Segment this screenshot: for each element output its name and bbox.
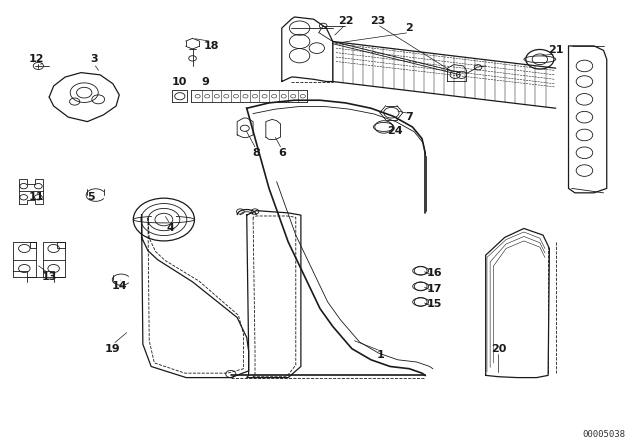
Text: 12: 12 [29, 54, 44, 64]
Text: 15: 15 [427, 299, 442, 309]
Text: 24: 24 [387, 125, 403, 135]
Text: 16: 16 [427, 268, 442, 278]
Text: 11: 11 [29, 192, 44, 202]
Text: 22: 22 [338, 17, 353, 26]
Text: 19: 19 [105, 344, 121, 353]
Text: 23: 23 [370, 17, 385, 26]
Text: 18: 18 [204, 41, 220, 51]
Text: 14: 14 [111, 281, 127, 291]
Text: 10: 10 [172, 77, 188, 86]
Text: 1: 1 [377, 350, 385, 360]
Text: 21: 21 [548, 45, 564, 56]
Text: 17: 17 [427, 284, 442, 293]
Text: 6: 6 [278, 148, 285, 158]
Text: 9: 9 [202, 77, 209, 86]
Text: 13: 13 [42, 272, 57, 282]
Text: 2: 2 [405, 23, 413, 33]
Text: 3: 3 [90, 54, 97, 64]
Text: 5: 5 [87, 192, 95, 202]
Text: 4: 4 [166, 224, 174, 233]
Text: 7: 7 [405, 112, 413, 122]
Text: 00005038: 00005038 [583, 430, 626, 439]
Text: 8: 8 [252, 148, 260, 158]
Text: 20: 20 [491, 344, 506, 353]
